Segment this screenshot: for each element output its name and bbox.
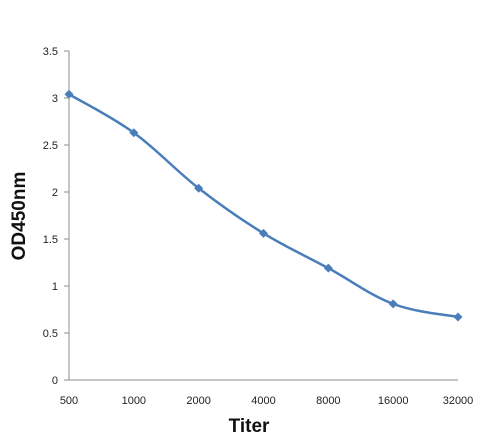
data-points	[64, 89, 463, 322]
y-tick-label: 1.5	[43, 234, 58, 246]
x-tick-label: 500	[60, 395, 78, 407]
data-point-marker	[129, 128, 139, 138]
x-tick-label: 8000	[316, 395, 340, 407]
y-tick-label: 0	[52, 375, 58, 387]
x-tick-label: 4000	[251, 395, 275, 407]
y-tick-label: 2	[52, 187, 58, 199]
x-axis-title: Titer	[229, 416, 270, 437]
y-tick-label: 3.5	[43, 46, 58, 58]
data-point-marker	[259, 228, 268, 238]
data-point-marker	[453, 312, 463, 322]
y-axis-ticks	[64, 50, 69, 381]
y-tick-label: 1	[52, 281, 58, 293]
x-tick-label: 2000	[186, 395, 210, 407]
y-axis-title: OD450nm	[9, 172, 30, 261]
y-tick-label: 2.5	[43, 140, 58, 152]
x-tick-label: 1000	[122, 395, 146, 407]
data-point-marker	[64, 89, 74, 99]
x-tick-label: 16000	[378, 395, 409, 407]
x-tick-label: 32000	[443, 395, 474, 407]
data-point-marker	[194, 183, 204, 193]
data-point-marker	[388, 299, 398, 309]
x-tick-labels: 500 1000 2000 4000 8000 16000 32000	[60, 395, 473, 407]
y-tick-label: 0.5	[43, 328, 58, 340]
series-line	[68, 93, 459, 319]
data-point-marker	[323, 263, 333, 273]
y-tick-label: 3	[52, 93, 58, 105]
y-tick-labels: 0 0.5 1 1.5 2 2.5 3 3.5	[43, 46, 58, 387]
